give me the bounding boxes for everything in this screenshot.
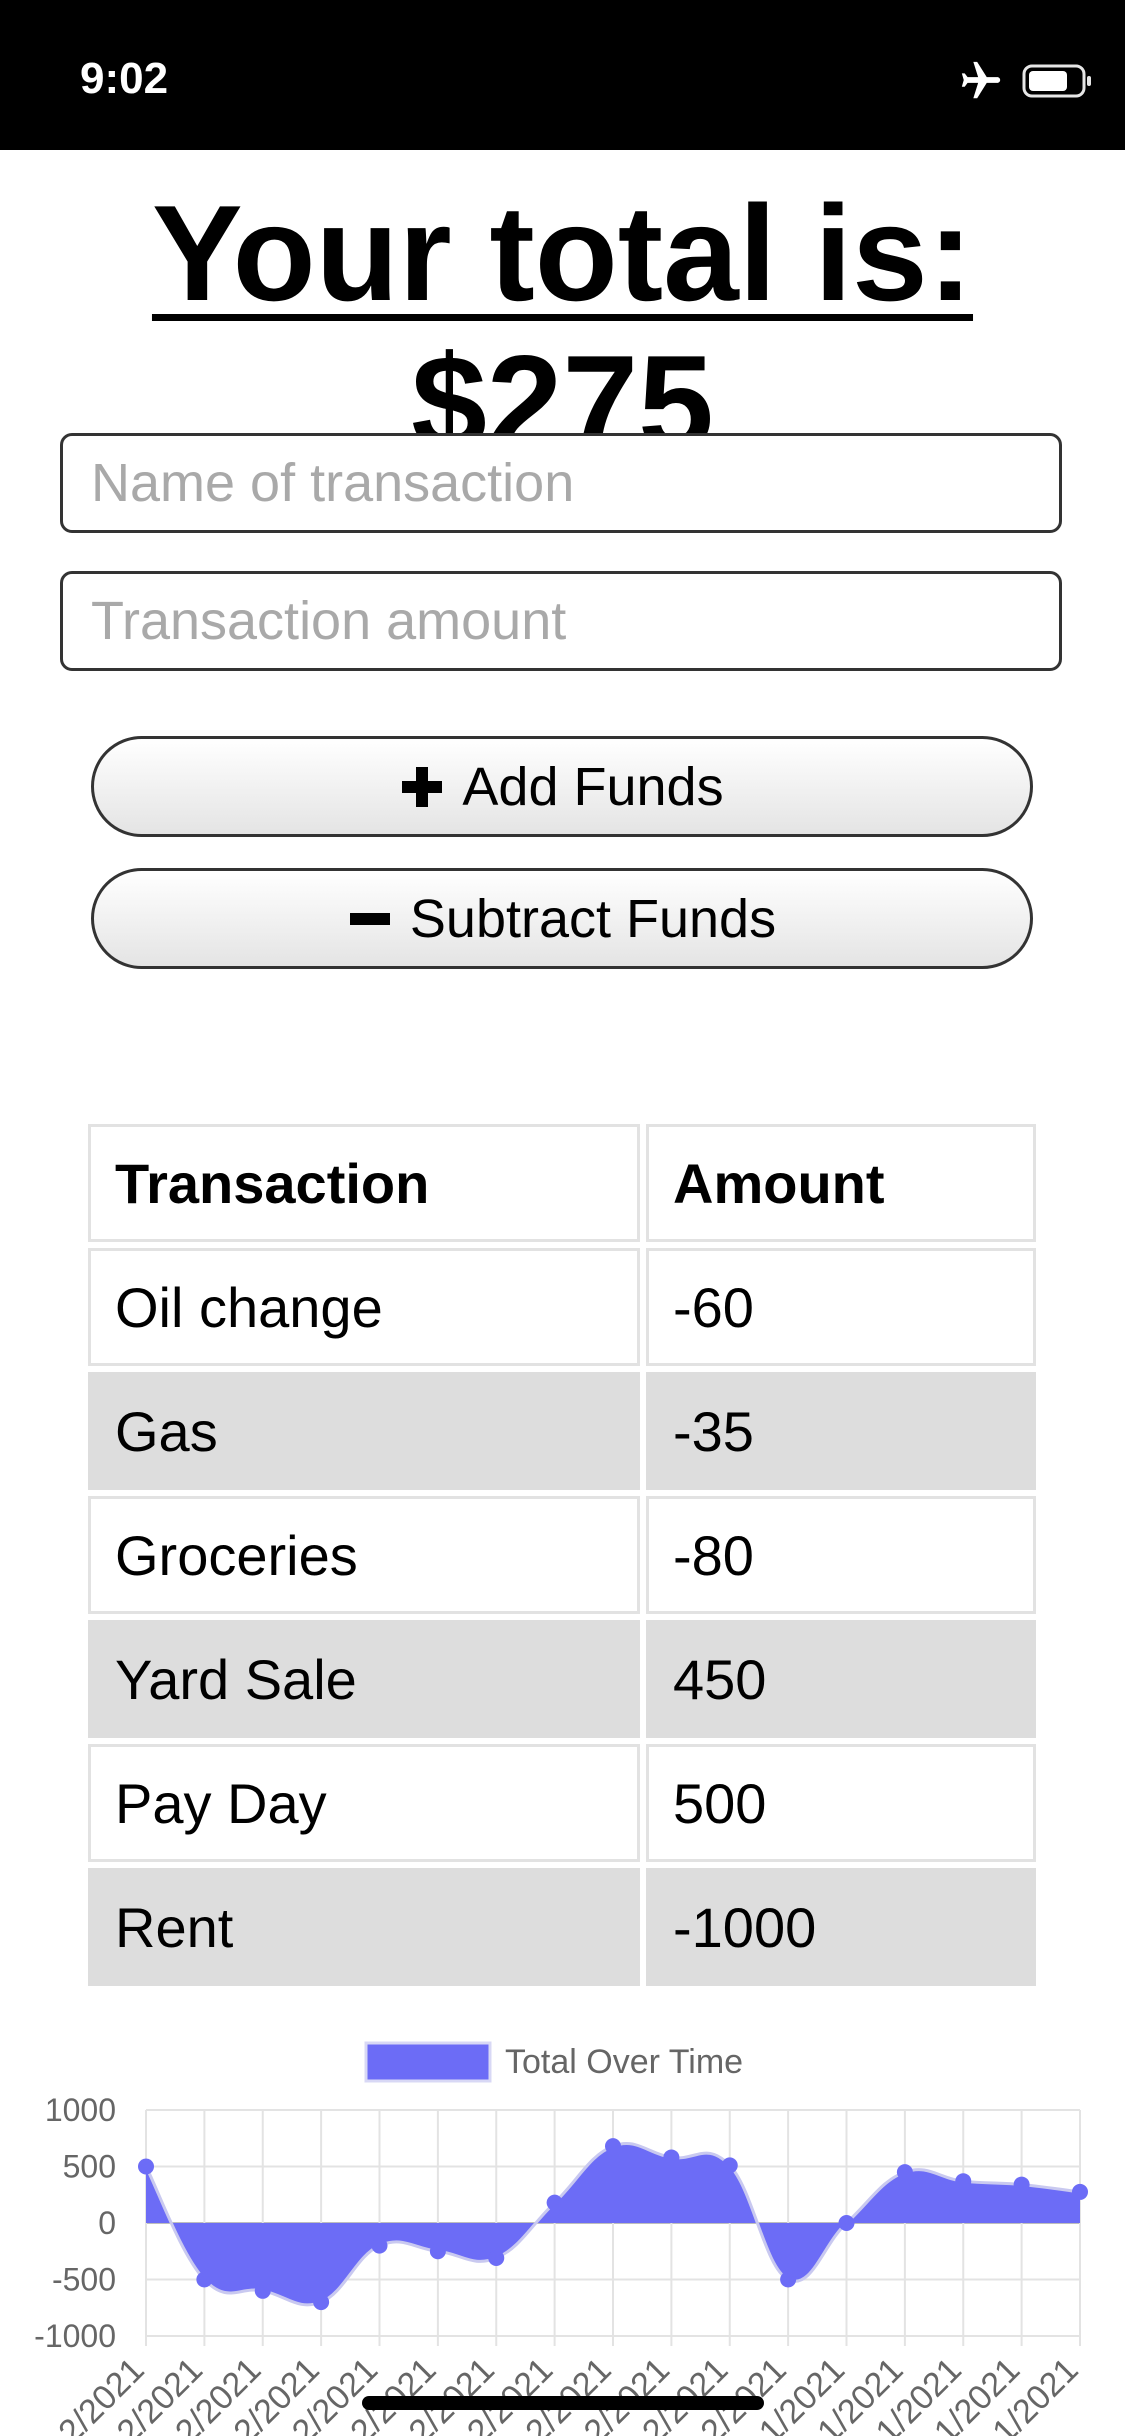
column-header-transaction: Transaction: [88, 1124, 640, 1242]
add-funds-label: Add Funds: [462, 756, 724, 817]
subtract-funds-label: Subtract Funds: [409, 888, 777, 949]
transaction-name-cell: Oil change: [88, 1248, 640, 1366]
total-label: Your total is:: [151, 177, 974, 329]
data-point: [780, 2271, 797, 2288]
transaction-name-cell: Pay Day: [88, 1744, 640, 1862]
data-point: [313, 2294, 330, 2311]
status-time: 9:02: [80, 54, 169, 103]
transaction-name-cell: Groceries: [88, 1496, 640, 1614]
data-point: [955, 2173, 972, 2190]
table-row: Gas -35: [88, 1372, 1036, 1490]
data-point: [1072, 2183, 1088, 2200]
data-point: [605, 2138, 621, 2155]
transactions-table-container[interactable]: Transaction Amount Oil change -60 Gas -3…: [82, 1118, 1042, 2013]
data-point: [721, 2157, 738, 2174]
table-row: Rent -1000: [88, 1868, 1036, 1986]
data-point: [488, 2250, 505, 2267]
transaction-name-cell: Gas: [88, 1372, 640, 1490]
plus-icon: [402, 766, 443, 807]
data-point: [138, 2158, 154, 2175]
data-point: [1013, 2176, 1030, 2193]
status-bar: 9:02: [0, 0, 1125, 150]
transaction-amount-cell: 500: [646, 1744, 1036, 1862]
home-indicator[interactable]: [362, 2396, 764, 2410]
data-point: [896, 2164, 913, 2181]
transaction-name-cell: Rent: [88, 1868, 640, 1986]
data-point: [196, 2271, 213, 2288]
y-tick-label: -1000: [34, 2318, 116, 2354]
legend-swatch: [364, 2041, 492, 2083]
table-row: Groceries -80: [88, 1496, 1036, 1614]
column-header-amount: Amount: [646, 1124, 1036, 1242]
subtract-funds-button[interactable]: Subtract Funds: [91, 868, 1033, 969]
add-funds-button[interactable]: Add Funds: [91, 736, 1033, 837]
battery-icon: [1022, 64, 1091, 98]
table-row: Oil change -60: [88, 1248, 1036, 1366]
total-over-time-chart: Total Over Time10005000-500-10002/20212/…: [34, 2041, 1088, 2436]
minus-icon: [349, 912, 390, 925]
y-tick-label: 1000: [45, 2092, 116, 2128]
table-row: Pay Day 500: [88, 1744, 1036, 1862]
transaction-name-cell: Yard Sale: [88, 1620, 640, 1738]
data-point: [663, 2149, 680, 2166]
data-point: [429, 2243, 446, 2260]
transaction-amount-cell: -1000: [646, 1868, 1036, 1986]
transaction-amount-cell: -60: [646, 1248, 1036, 1366]
data-point: [254, 2282, 271, 2299]
data-point: [546, 2194, 563, 2211]
table-row: Yard Sale 450: [88, 1620, 1036, 1738]
y-tick-label: -500: [52, 2262, 116, 2298]
transaction-amount-input[interactable]: [60, 571, 1062, 671]
airplane-icon: [961, 61, 1001, 99]
table-header-row: Transaction Amount: [88, 1124, 1036, 1242]
data-point: [838, 2215, 855, 2231]
transaction-amount-cell: -80: [646, 1496, 1036, 1614]
transaction-amount-cell: -35: [646, 1372, 1036, 1490]
data-point: [371, 2237, 388, 2254]
transaction-amount-cell: 450: [646, 1620, 1036, 1738]
legend-label: Total Over Time: [505, 2043, 743, 2081]
transactions-table: Transaction Amount Oil change -60 Gas -3…: [82, 1118, 1042, 1992]
transaction-name-input[interactable]: [60, 433, 1062, 533]
y-tick-label: 0: [98, 2205, 116, 2241]
series-area: [146, 2143, 1080, 2305]
y-tick-label: 500: [63, 2149, 116, 2185]
